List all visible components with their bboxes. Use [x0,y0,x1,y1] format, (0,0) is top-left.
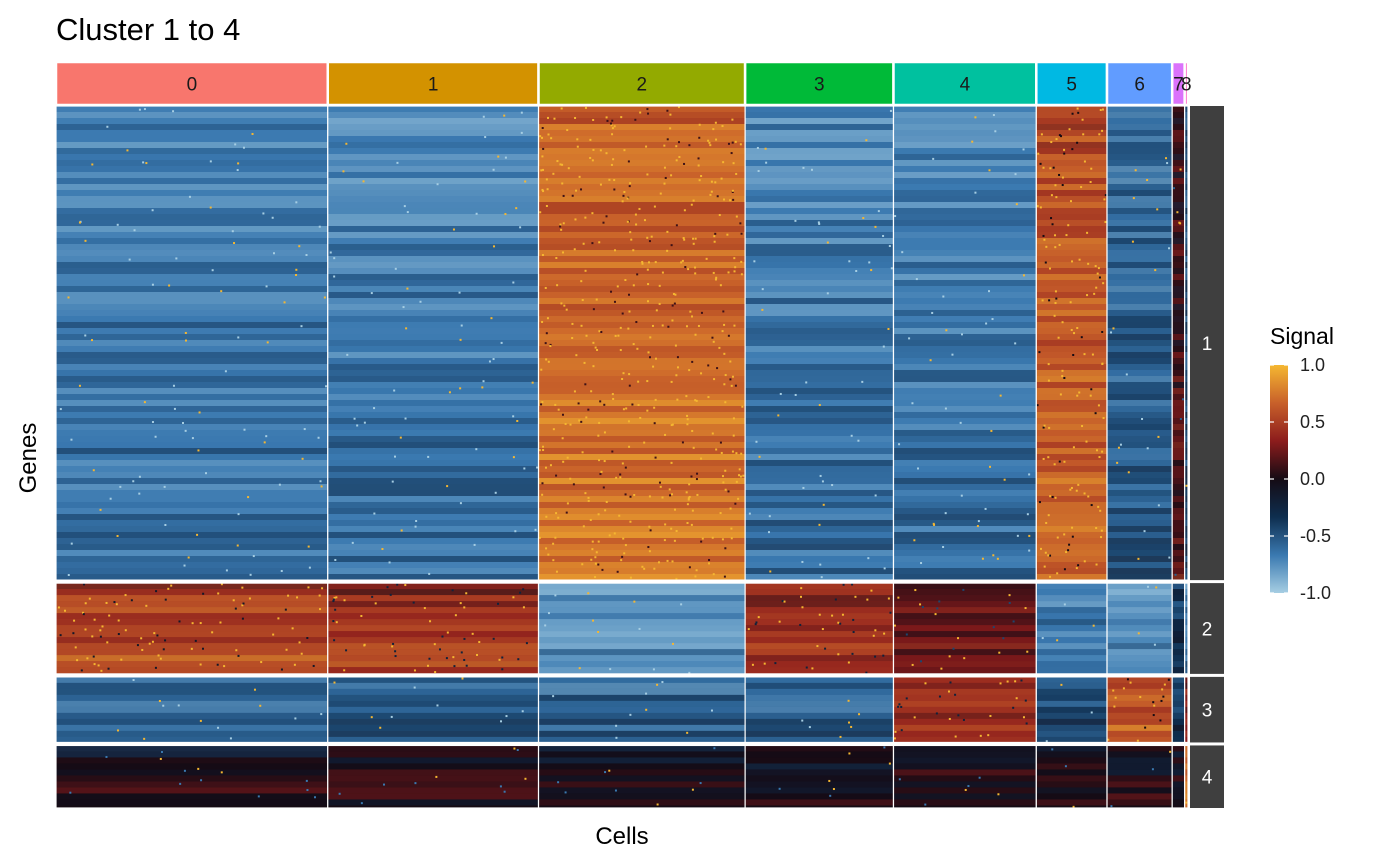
heat-block-r4-c0 [55,744,329,809]
heat-block-r1-c1 [327,105,540,581]
row-cluster-label-2: 2 [1202,619,1213,640]
column-group-label-6: 6 [1134,75,1145,96]
column-group-band-8 [1183,60,1190,107]
heat-block-r4-c8 [1184,744,1189,809]
heat-block-r3-c6 [1106,676,1173,744]
heat-block-r2-c8 [1184,582,1189,675]
heat-block-r3-c5 [1035,676,1108,744]
heat-block-r3-c0 [55,676,329,744]
row-cluster-band-3 [1190,676,1224,743]
heat-block-r4-c3 [744,744,895,809]
legend-tick-label: 0.5 [1300,412,1325,432]
row-cluster-label-4: 4 [1202,768,1213,789]
legend-tick-label: -0.5 [1300,526,1331,546]
column-group-band-0 [54,60,330,107]
heat-block-r3-c3 [744,676,895,744]
color-legend: Signal 1.0 0.5 0.0 -0.5 -1.0 [1270,323,1334,603]
legend-tick-label: 0.0 [1300,469,1325,489]
heat-block-r1-c6 [1106,105,1173,581]
column-group-band-1 [326,60,540,107]
heat-block-r2-c3 [744,582,895,675]
column-group-label-4: 4 [960,75,971,96]
y-axis-label: Genes [15,423,42,494]
heat-block-r4-c6 [1106,744,1173,809]
heat-block-r2-c0 [55,582,329,675]
column-annotation-strip: 0 1 2 3 4 5 6 78 [54,60,1192,107]
chart-title: Cluster 1 to 4 [56,12,240,47]
heat-block-r4-c7 [1171,744,1186,809]
heat-block-r2-c7 [1171,582,1186,675]
legend-title: Signal [1270,323,1334,349]
heat-block-r1-c5 [1035,105,1108,581]
column-group-band-6 [1105,60,1174,107]
legend-tick-label: -1.0 [1300,583,1331,603]
row-cluster-label-1: 1 [1202,334,1213,355]
heat-block-r1-c4 [892,105,1037,581]
heat-block-r2-c6 [1106,582,1173,675]
column-group-label-7: 7 [1173,75,1184,96]
heat-block-r3-c8 [1184,676,1189,744]
heat-block-r2-c1 [327,582,540,675]
heat-block-r3-c7 [1171,676,1186,744]
heat-block-r3-c1 [327,676,540,744]
legend-tick-label: 1.0 [1300,355,1325,375]
x-axis-label: Cells [595,823,648,850]
heat-block-r1-c0 [55,105,329,581]
column-group-label-0: 0 [187,75,198,96]
column-group-label-3: 3 [814,75,825,96]
row-cluster-labels: 1 2 3 4 [1190,106,1224,808]
row-cluster-label-3: 3 [1202,701,1213,722]
heat-block-r1-c8 [1184,105,1189,581]
heat-block-r4-c4 [892,744,1037,809]
heat-block-r2-c5 [1035,582,1108,675]
heat-block-r4-c5 [1035,744,1108,809]
heat-block-r4-c2 [537,744,746,809]
column-group-label-5: 5 [1066,75,1077,96]
heat-block-r1-c3 [744,105,895,581]
heat-block-r3-c2 [537,676,746,744]
row-cluster-band-1 [1190,106,1224,581]
column-group-label-1: 1 [428,75,439,96]
heatmap-body [55,105,1189,809]
heat-block-r1-c2 [537,105,746,581]
heat-block-r2-c2 [537,582,746,675]
column-group-band-4 [892,60,1038,107]
row-cluster-band-2 [1190,583,1224,674]
legend-colorbar [1270,365,1288,593]
heat-block-r1-c7 [1171,105,1186,581]
column-group-label-2: 2 [637,75,648,96]
heat-block-r4-c1 [327,744,540,809]
column-group-band-2 [537,60,747,107]
row-cluster-band-4 [1190,745,1224,808]
heat-block-r3-c4 [892,676,1037,744]
column-group-label-8: 8 [1181,75,1192,96]
heat-block-r2-c4 [892,582,1037,675]
